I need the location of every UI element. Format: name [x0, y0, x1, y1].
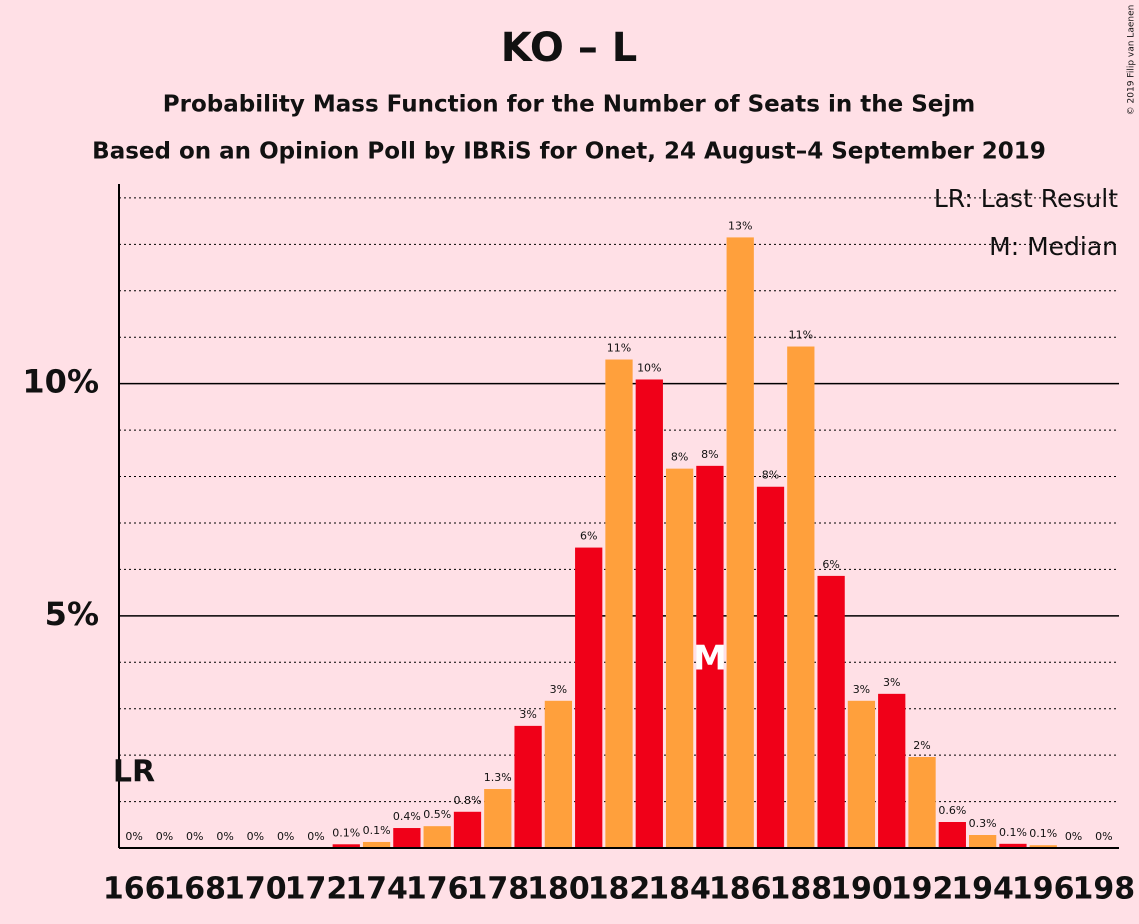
x-tick-label: 170	[224, 872, 287, 907]
value-label: 0%	[1095, 830, 1112, 843]
value-label: 0%	[1065, 830, 1082, 843]
bar	[756, 486, 785, 848]
bar	[787, 346, 815, 848]
value-label: 0.1%	[363, 824, 391, 837]
bar	[665, 468, 694, 848]
y-tick-label: 10%	[22, 363, 99, 401]
value-label: 0.1%	[1029, 827, 1057, 840]
value-label: 0%	[186, 830, 203, 843]
bar	[726, 237, 754, 848]
x-tick-label: 190	[830, 872, 893, 907]
value-label: 0%	[216, 830, 233, 843]
bar	[696, 465, 724, 848]
bar	[938, 821, 966, 848]
bar	[514, 725, 542, 848]
value-label: 0%	[156, 830, 173, 843]
y-tick-label: 5%	[45, 595, 99, 633]
legend-entry: LR: Last Result	[934, 184, 1118, 213]
value-label: 0%	[125, 830, 142, 843]
value-label: 13%	[728, 219, 752, 232]
bar	[544, 700, 573, 848]
x-tick-label: 188	[770, 872, 833, 907]
value-label: 8%	[701, 448, 718, 461]
value-label: 0%	[247, 830, 264, 843]
x-tick-label: 192	[891, 872, 954, 907]
x-tick-label: 166	[103, 872, 166, 907]
value-label: 3%	[853, 683, 870, 696]
value-label: 0.3%	[969, 817, 997, 830]
value-label: 0%	[307, 830, 324, 843]
value-label: 6%	[580, 530, 597, 543]
value-label: 3%	[519, 708, 536, 721]
value-label: 0.6%	[938, 804, 966, 817]
x-tick-label: 176	[406, 872, 469, 907]
bar	[393, 828, 421, 848]
median-marker: M	[693, 639, 727, 679]
value-label: 0.1%	[999, 826, 1027, 839]
bar	[908, 756, 936, 848]
value-label: 1.3%	[484, 771, 512, 784]
value-label: 11%	[607, 342, 631, 355]
chart-subtitle: Probability Mass Function for the Number…	[163, 92, 975, 118]
x-tick-label: 178	[466, 872, 529, 907]
value-label: 2%	[913, 739, 930, 752]
bar	[453, 811, 482, 848]
copyright: © 2019 Filip van Laenen	[1127, 5, 1137, 116]
value-label: 3%	[883, 676, 900, 689]
bar	[999, 843, 1027, 848]
legend-entry: M: Median	[989, 232, 1118, 261]
bar	[484, 789, 512, 848]
bar	[575, 547, 603, 848]
bar	[332, 844, 360, 848]
value-label: 6%	[822, 558, 839, 571]
bar	[605, 359, 633, 848]
chart-title: KO – L	[501, 25, 638, 71]
value-label: 8%	[762, 469, 779, 482]
x-tick-label: 194	[951, 872, 1014, 907]
value-label: 10%	[637, 361, 661, 374]
x-tick-label: 174	[345, 872, 408, 907]
bar	[969, 834, 997, 848]
bar	[847, 700, 876, 848]
bar	[878, 693, 906, 848]
value-label: 8%	[671, 451, 688, 464]
x-tick-label: 198	[1073, 872, 1136, 907]
x-tick-label: 182	[588, 872, 651, 907]
value-label: 11%	[789, 329, 813, 342]
value-label: 0.5%	[423, 808, 451, 821]
value-label: 0%	[277, 830, 294, 843]
bar	[817, 575, 845, 848]
chart-subtitle: Based on an Opinion Poll by IBRiS for On…	[92, 139, 1046, 165]
value-label: 0.4%	[393, 810, 421, 823]
x-tick-label: 180	[527, 872, 590, 907]
x-tick-label: 186	[709, 872, 772, 907]
x-tick-label: 196	[1012, 872, 1075, 907]
bar	[1029, 845, 1057, 848]
bar	[362, 841, 391, 848]
bar	[635, 379, 663, 848]
x-tick-label: 184	[648, 872, 711, 907]
x-tick-label: 168	[163, 872, 226, 907]
last-result-marker: LR	[113, 755, 155, 790]
x-tick-label: 172	[285, 872, 348, 907]
value-label: 0.1%	[332, 826, 360, 839]
value-label: 0.8%	[454, 794, 482, 807]
value-label: 3%	[550, 683, 567, 696]
bar	[423, 826, 451, 848]
